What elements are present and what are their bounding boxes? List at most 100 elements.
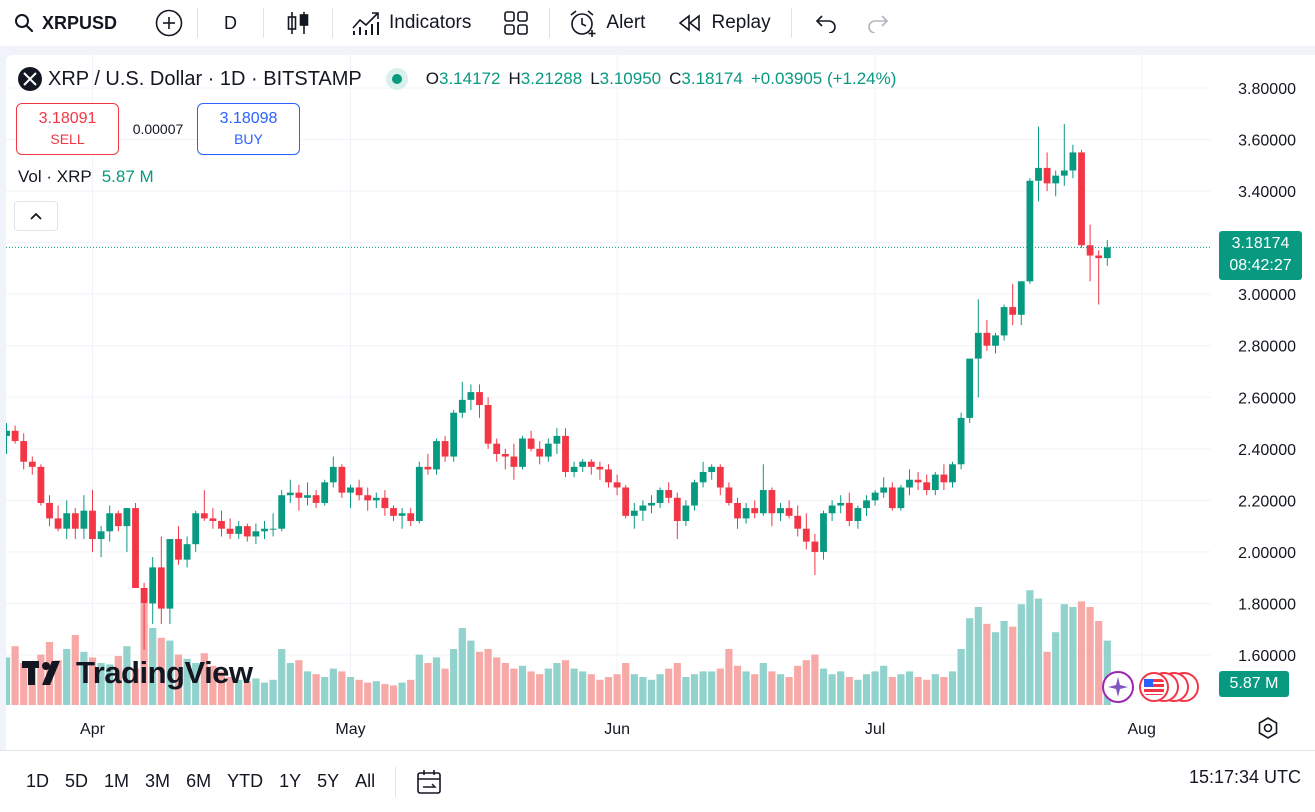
- candle-body: [218, 520, 225, 529]
- utc-clock[interactable]: 15:17:34 UTC: [1188, 767, 1301, 787]
- chart-panel[interactable]: 3.800003.600003.400003.200003.000002.800…: [6, 55, 1315, 750]
- symbol-title[interactable]: XRP / U.S. Dollar · 1D · BITSTAMP: [48, 67, 362, 90]
- chart-type-button[interactable]: [264, 0, 332, 46]
- volume-bar: [828, 674, 836, 705]
- time-axis-label: Jun: [604, 721, 630, 738]
- candle-body: [665, 490, 673, 498]
- volume-bar: [639, 677, 647, 705]
- candle-body: [261, 528, 268, 532]
- spread-value: 0.00007: [132, 121, 184, 137]
- candle-body: [630, 510, 638, 516]
- range-6m-button[interactable]: 6M: [186, 771, 212, 791]
- candle-body: [691, 482, 698, 506]
- volume-bar: [6, 657, 11, 705]
- volume-bar: [785, 677, 793, 705]
- volume-bar: [269, 679, 277, 705]
- sell-button[interactable]: 3.18091 SELL: [16, 103, 119, 155]
- candle-body: [579, 461, 587, 467]
- indicators-button[interactable]: Indicators: [333, 0, 489, 46]
- candle-body: [1000, 307, 1008, 336]
- volume-bar: [544, 668, 552, 705]
- volume-bar: [389, 685, 398, 705]
- volume-bar: [123, 646, 131, 705]
- volume-bar: [432, 657, 441, 705]
- replay-button[interactable]: Replay: [663, 0, 790, 46]
- compare-symbol-button[interactable]: [127, 0, 197, 46]
- volume-bar: [1086, 607, 1094, 705]
- candle-body: [63, 513, 71, 529]
- volume-bar: [854, 679, 862, 705]
- volume-bar: [278, 649, 286, 705]
- alert-label: Alert: [606, 12, 646, 33]
- candle-body: [433, 441, 440, 470]
- candle-body: [28, 461, 36, 467]
- open-value: 3.14172: [439, 69, 501, 88]
- candle-body: [338, 466, 346, 493]
- volume-bar: [355, 679, 363, 705]
- candle-body: [854, 508, 862, 521]
- volume-bar: [106, 664, 114, 705]
- redo-button[interactable]: [852, 0, 904, 46]
- price-chart[interactable]: 3.800003.600003.400003.200003.000002.800…: [6, 55, 1315, 750]
- candle-body: [192, 513, 200, 545]
- volume-bar: [303, 671, 312, 705]
- candle-body: [140, 587, 148, 604]
- candle-body: [742, 508, 750, 519]
- volume-legend[interactable]: Vol · XRP 5.87 M: [18, 167, 154, 187]
- range-1m-button[interactable]: 1M: [104, 771, 130, 791]
- candle-body: [157, 567, 165, 609]
- candle-body: [880, 487, 888, 493]
- candle-body: [570, 466, 578, 473]
- axis-settings-button[interactable]: [1256, 716, 1280, 745]
- candle-body: [458, 399, 466, 413]
- undo-button[interactable]: [792, 0, 852, 46]
- volume-bar: [243, 681, 251, 705]
- range-ytd-button[interactable]: YTD: [227, 771, 264, 791]
- collapse-legend-button[interactable]: [14, 201, 58, 231]
- interval-button[interactable]: D: [224, 12, 238, 33]
- volume-bar: [183, 658, 191, 705]
- chevron-up-icon: [30, 212, 42, 220]
- alert-button[interactable]: Alert: [550, 0, 663, 46]
- volume-bar: [880, 665, 888, 705]
- volume-bar: [708, 671, 716, 705]
- range-1y-button[interactable]: 1Y: [279, 771, 302, 791]
- volume-bar: [1026, 590, 1034, 705]
- candle-body: [1035, 167, 1042, 181]
- tradingview-logo[interactable]: TradingView: [22, 655, 253, 691]
- range-1d-button[interactable]: 1D: [26, 771, 50, 791]
- candle-body: [106, 513, 114, 532]
- layouts-button[interactable]: [489, 0, 549, 46]
- volume-bar: [553, 663, 561, 705]
- volume-bar: [200, 653, 208, 705]
- symbol-legend: XRP / U.S. Dollar · 1D · BITSTAMP O3.141…: [18, 67, 896, 91]
- candle-body: [622, 487, 630, 516]
- low-label: L: [590, 69, 600, 88]
- volume-bar: [699, 671, 707, 705]
- price-axis-label: 3.40000: [1238, 184, 1296, 201]
- range-5y-button[interactable]: 5Y: [317, 771, 340, 791]
- candle-body: [914, 479, 922, 483]
- volume-bar: [1095, 621, 1103, 705]
- range-3m-button[interactable]: 3M: [145, 771, 171, 791]
- volume-bar: [364, 682, 372, 705]
- market-open-status-icon[interactable]: [385, 68, 408, 90]
- volume-bar: [467, 640, 475, 705]
- volume-bar: [54, 660, 62, 705]
- candle-body: [166, 539, 174, 609]
- toolbar-divider: [790, 8, 792, 38]
- buy-button[interactable]: 3.18098 BUY: [197, 103, 300, 155]
- candle-body: [708, 466, 716, 473]
- range-5d-button[interactable]: 5D: [65, 771, 89, 791]
- range-all-button[interactable]: All: [355, 771, 376, 791]
- toolbar-divider: [332, 8, 334, 38]
- volume-bar: [940, 677, 948, 705]
- events-markers[interactable]: [1100, 669, 1202, 705]
- candle-body: [89, 510, 96, 540]
- volume-bar: [974, 607, 982, 705]
- volume-bar: [260, 682, 269, 705]
- volume-bar: [338, 671, 346, 705]
- symbol-search-button[interactable]: XRPUSD: [0, 0, 127, 46]
- volume-bar: [71, 635, 79, 705]
- go-to-date-button[interactable]: [408, 767, 450, 797]
